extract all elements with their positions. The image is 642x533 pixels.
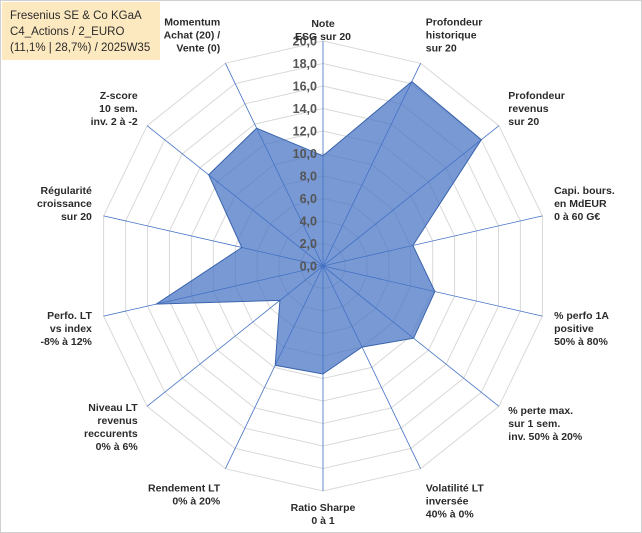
radial-tick-labels: 0,0 2,0 4,0 6,0 8,0 10,0 12,0 14,0 16,0 18,0 20,0 — [293, 35, 317, 274]
axis-label: Capi. bours. en MdEUR 0 à 60 G€ — [554, 185, 615, 223]
axis-label: Profondeur historique sur 20 — [426, 17, 483, 55]
series-area — [154, 80, 482, 375]
axis-labels: Note ESG sur 20 Profondeur historique sur 20… — [37, 17, 615, 528]
tick-label: 14,0 — [293, 102, 317, 116]
performance-period: (11,1% | 28,7%) / 2025W35 — [10, 42, 151, 54]
tick-label: 18,0 — [293, 57, 317, 71]
axis-label: Ratio Sharpe 0 à 1 — [291, 502, 356, 527]
info-box: Fresenius SE & Co KGaA C4_Actions / 2_EU… — [2, 2, 160, 60]
company-name: Fresenius SE & Co KGaA — [10, 10, 142, 22]
axis-label: Momentum Achat (20) / Vente (0) — [164, 17, 221, 55]
tick-label: 2,0 — [300, 237, 317, 251]
axis-label: Rendement LT 0% à 20% — [148, 483, 221, 508]
tick-label: 8,0 — [300, 170, 317, 184]
tick-label: 4,0 — [300, 215, 317, 229]
tick-label: 12,0 — [293, 125, 317, 139]
tick-label: 10,0 — [293, 147, 317, 161]
tick-label: 20,0 — [293, 35, 317, 49]
axis-label: Volatilité LT inversée 40% à 0% — [426, 483, 485, 521]
radar-series — [154, 80, 482, 375]
tick-label: 16,0 — [293, 80, 317, 94]
axis-label: % perte max. sur 1 sem. inv. 50% à 20% — [508, 405, 583, 443]
category: C4_Actions / 2_EURO — [10, 26, 125, 38]
tick-label: 0,0 — [300, 260, 317, 274]
axis-label: Profondeur revenus sur 20 — [508, 90, 565, 128]
axis-label: Note ESG sur 20 — [295, 18, 351, 43]
axis-label: Perfo. LT vs index -8% à 12% — [41, 310, 93, 348]
axis-label: Z-score 10 sem. inv. 2 à -2 — [91, 90, 138, 128]
axis-label: Régularité croissance sur 20 — [37, 185, 92, 223]
axis-label: % perfo 1A positive 50% à 80% — [554, 310, 609, 348]
tick-label: 6,0 — [300, 192, 317, 206]
axis-label: Niveau LT revenus reccurents 0% à 6% — [84, 402, 138, 453]
